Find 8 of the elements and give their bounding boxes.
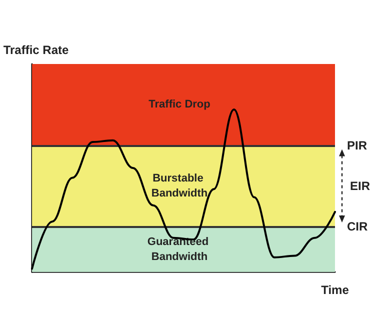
ref-line-label: PIR [347,138,368,152]
band-label: Guaranteed Bandwidth [147,236,212,263]
ref-line-label: CIR [347,220,368,234]
band-label: Burstable Bandwidth [151,172,208,200]
text: EIR [350,178,370,193]
y-axis-title: Traffic Rate [3,43,69,57]
band-label: Traffic Drop [148,98,211,111]
x-axis-title: Time [321,283,350,297]
